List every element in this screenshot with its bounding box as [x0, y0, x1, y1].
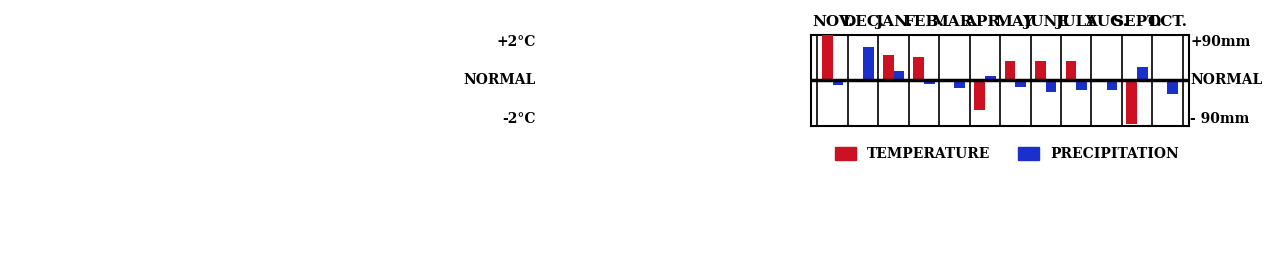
Bar [863, 47, 874, 80]
Bar [1015, 80, 1027, 87]
Bar [955, 80, 965, 88]
Bar [984, 76, 996, 80]
Bar [1076, 80, 1087, 90]
Bar [914, 57, 924, 80]
Bar [1137, 67, 1148, 80]
Text: NORMAL: NORMAL [1190, 73, 1262, 87]
Bar [1167, 80, 1178, 94]
Bar [1126, 80, 1137, 124]
Text: +2°C: +2°C [497, 34, 536, 48]
Bar [1065, 61, 1076, 80]
Bar [893, 71, 904, 80]
Bar [883, 55, 893, 80]
Bar [833, 80, 844, 85]
Bar [1107, 80, 1117, 90]
Bar [1046, 80, 1056, 92]
Text: - 90mm: - 90mm [1190, 112, 1249, 126]
Legend: TEMPERATURE, PRECIPITATION: TEMPERATURE, PRECIPITATION [829, 142, 1184, 167]
Bar [924, 80, 934, 84]
Text: -2°C: -2°C [503, 112, 536, 126]
Bar [822, 34, 833, 80]
Text: +90mm: +90mm [1190, 34, 1251, 48]
Bar [974, 80, 984, 110]
Text: NORMAL: NORMAL [463, 73, 536, 87]
Bar [1005, 61, 1015, 80]
Bar [1036, 61, 1046, 80]
